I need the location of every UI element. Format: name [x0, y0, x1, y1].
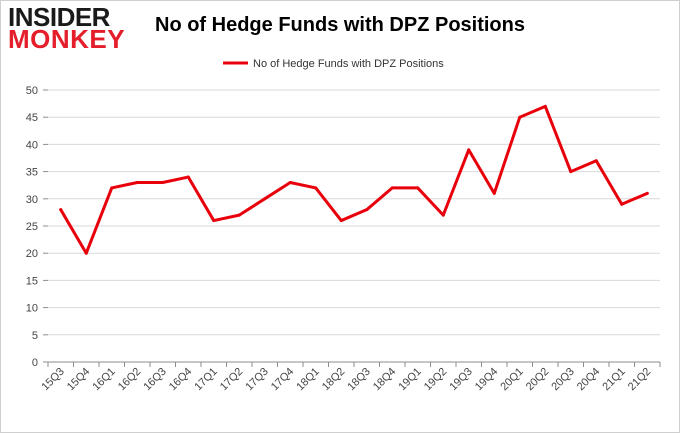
x-tick-label: 18Q1 [294, 366, 322, 394]
y-axis: 0 5 10 15 20 25 30 35 40 45 50 [26, 85, 48, 369]
x-tick-label: 19Q3 [447, 366, 475, 394]
x-tick-label: 19Q2 [422, 366, 450, 394]
data-point [390, 186, 394, 190]
x-tick-label: 17Q3 [243, 366, 271, 394]
series-layer [59, 104, 649, 255]
x-tick-label: 19Q4 [473, 366, 501, 394]
x-tick-label: 17Q4 [269, 366, 297, 394]
data-point [84, 251, 88, 255]
x-tick-label: 20Q4 [575, 366, 603, 394]
x-tick-label: 20Q2 [524, 366, 552, 394]
series-line [59, 104, 649, 255]
chart-title: No of Hedge Funds with DPZ Positions [155, 14, 525, 36]
x-tick-label: 16Q3 [141, 366, 169, 394]
y-tick-label: 45 [26, 112, 38, 124]
data-point [110, 186, 114, 190]
data-point [594, 159, 598, 163]
x-tick-label: 21Q2 [626, 366, 654, 394]
data-point [365, 208, 369, 212]
y-tick-label: 40 [26, 139, 38, 151]
y-tick-label: 15 [26, 275, 38, 287]
y-tick-label: 0 [32, 357, 38, 369]
y-tick-label: 10 [26, 303, 38, 315]
data-point [467, 148, 471, 152]
data-point [339, 219, 343, 223]
x-tick-label: 17Q1 [192, 366, 220, 394]
data-point [441, 213, 445, 217]
x-axis: 15Q315Q416Q116Q216Q316Q417Q117Q217Q317Q4… [39, 362, 661, 394]
x-tick-label: 16Q2 [116, 366, 144, 394]
data-point [620, 202, 624, 206]
data-point [186, 175, 190, 179]
x-tick-label: 16Q4 [167, 366, 195, 394]
x-tick-label: 18Q3 [345, 366, 373, 394]
data-point [135, 180, 139, 184]
data-point [416, 186, 420, 190]
data-point [161, 180, 165, 184]
x-tick-label: 15Q4 [65, 366, 93, 394]
x-tick-label: 18Q2 [320, 366, 348, 394]
x-tick-label: 18Q4 [371, 366, 399, 394]
data-point [263, 197, 267, 201]
x-tick-label: 17Q2 [218, 366, 246, 394]
legend-label: No of Hedge Funds with DPZ Positions [253, 58, 444, 70]
y-tick-label: 20 [26, 248, 38, 260]
x-tick-label: 16Q1 [90, 366, 118, 394]
data-point [59, 208, 63, 212]
data-point [314, 186, 318, 190]
y-tick-label: 50 [26, 85, 38, 97]
insider-monkey-logo: INSIDER MONKEY [8, 2, 126, 54]
gridlines [48, 89, 660, 363]
x-tick-label: 21Q1 [600, 366, 628, 394]
x-tick-label: 20Q3 [549, 366, 577, 394]
y-tick-label: 30 [26, 194, 38, 206]
data-point [645, 191, 649, 195]
data-point [518, 115, 522, 119]
y-tick-label: 5 [32, 330, 38, 342]
data-point [543, 104, 547, 108]
logo-line-2: MONKEY [8, 24, 126, 54]
data-point [569, 170, 573, 174]
x-tick-label: 15Q3 [39, 366, 67, 394]
data-point [492, 191, 496, 195]
y-tick-label: 35 [26, 167, 38, 179]
x-tick-label: 19Q1 [396, 366, 424, 394]
x-tick-label: 20Q1 [498, 366, 526, 394]
data-point [212, 219, 216, 223]
legend: No of Hedge Funds with DPZ Positions [223, 58, 444, 70]
y-tick-label: 25 [26, 221, 38, 233]
logo-line-1: INSIDER [8, 2, 110, 32]
data-point [288, 180, 292, 184]
data-point [237, 213, 241, 217]
